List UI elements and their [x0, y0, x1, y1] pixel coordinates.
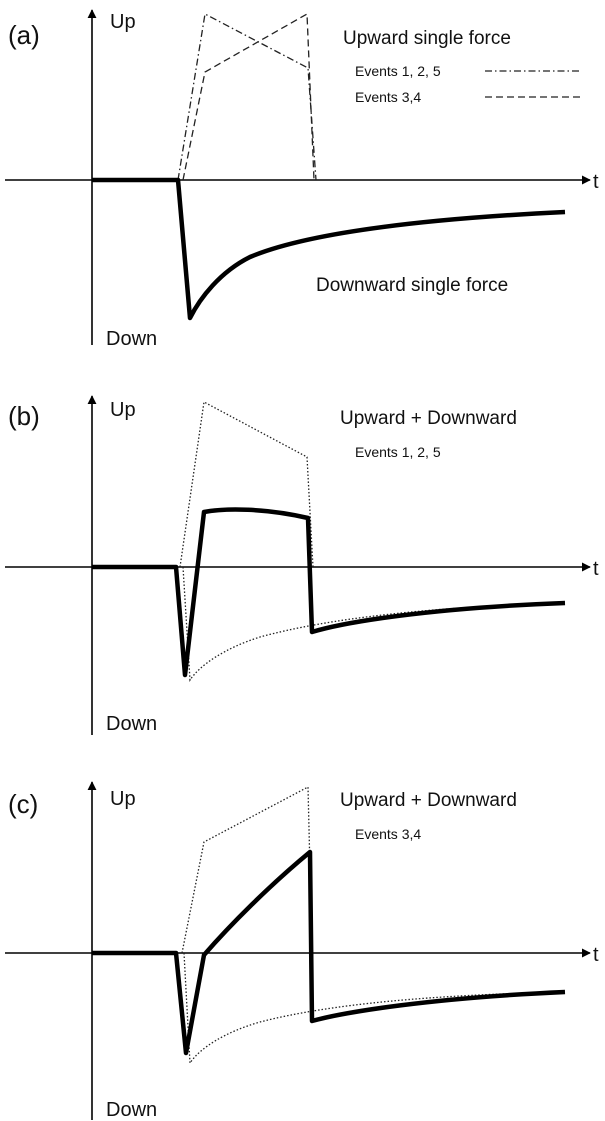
upward-force-125: [177, 13, 317, 181]
panel-title: Upward single force: [343, 28, 511, 49]
panel-a: (a) Up Down t Upward single force Events…: [5, 9, 599, 350]
legend-label: Events 1, 2, 5: [355, 63, 441, 79]
upward-component: [179, 400, 314, 568]
combined-force: [92, 849, 566, 1056]
note: Downward single force: [316, 275, 508, 296]
legend-label: Events 3,4: [355, 826, 421, 842]
up-label: Up: [110, 11, 136, 33]
downward-component: [183, 952, 566, 1065]
panel-b: (b) Up Down t Upward + Downward Events 1…: [5, 395, 599, 735]
t-label: t: [593, 558, 599, 580]
legend-label: Events 1, 2, 5: [355, 444, 441, 460]
upward-component: [181, 785, 313, 954]
panel-title: Upward + Downward: [340, 790, 517, 811]
t-label: t: [593, 944, 599, 966]
legend-label: Events 3,4: [355, 89, 421, 105]
up-label: Up: [110, 399, 136, 421]
panel-label: (b): [8, 401, 40, 431]
up-label: Up: [110, 788, 136, 810]
down-label: Down: [106, 713, 157, 735]
down-label: Down: [106, 1099, 157, 1121]
downward-force: [92, 177, 566, 321]
panel-title: Upward + Downward: [340, 408, 517, 429]
down-label: Down: [106, 328, 157, 350]
combined-force: [92, 507, 566, 678]
t-label: t: [593, 171, 599, 193]
downward-component: [182, 566, 566, 682]
panel-label: (c): [8, 789, 38, 819]
panel-c: (c) Up Down t Upward + Downward Events 3…: [5, 781, 599, 1121]
upward-force-34: [182, 12, 315, 181]
panel-label: (a): [8, 20, 40, 50]
